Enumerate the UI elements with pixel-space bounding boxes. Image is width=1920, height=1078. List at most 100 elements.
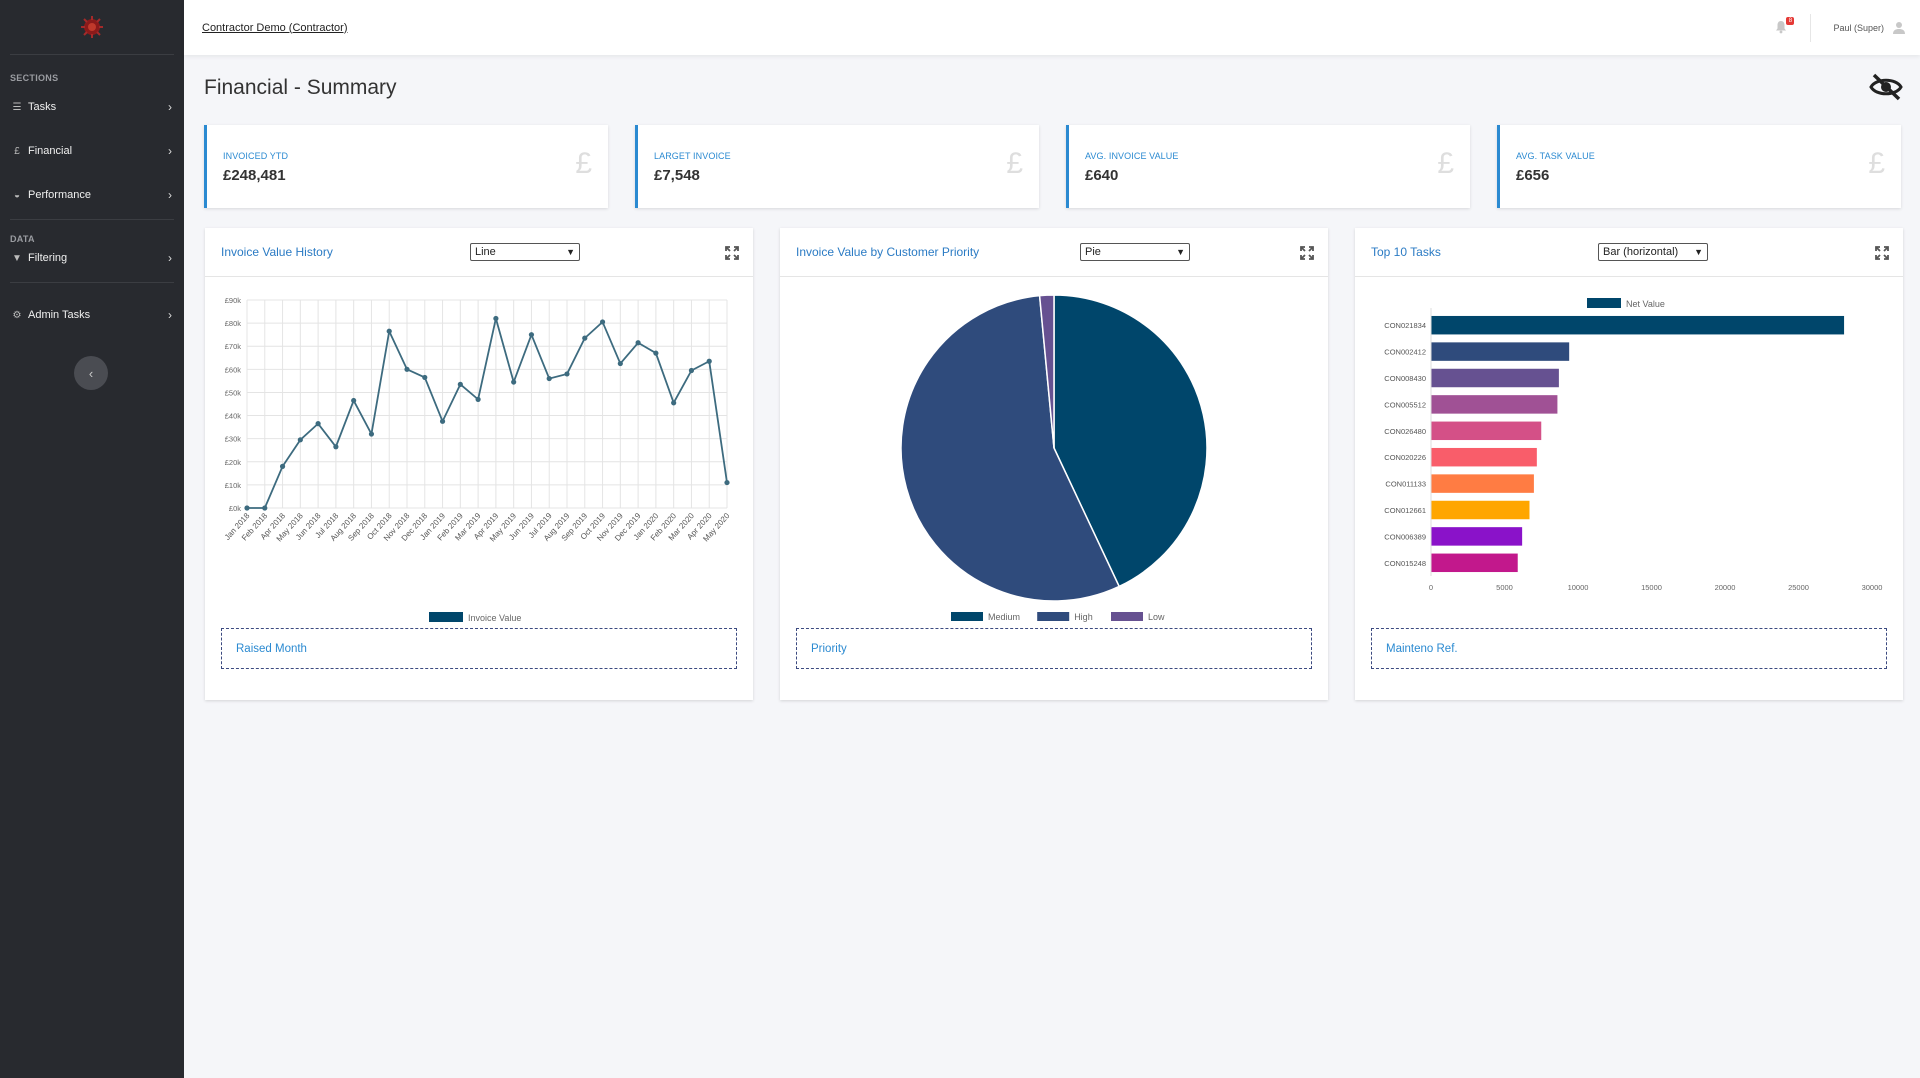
sidebar-item-financial[interactable]: £ Financial › bbox=[0, 129, 184, 173]
gear-icon: ⚙ bbox=[12, 309, 22, 321]
y-tick-label: CON011133 bbox=[1385, 480, 1426, 489]
bar-con012661 bbox=[1431, 500, 1530, 520]
y-tick-label: £50k bbox=[225, 388, 242, 397]
dashboard-icon: ◒ bbox=[13, 189, 21, 201]
sidebar-item-admin-tasks[interactable]: ⚙ Admin Tasks › bbox=[0, 293, 184, 337]
chevron-down-icon: ▼ bbox=[566, 247, 575, 257]
y-tick-label: £40k bbox=[225, 412, 242, 421]
group-by-drop-zone[interactable]: Mainteno Ref. bbox=[1371, 628, 1887, 669]
y-tick-label: £20k bbox=[225, 458, 242, 467]
pound-icon: £ bbox=[1437, 147, 1454, 180]
legend-label: Medium bbox=[988, 612, 1020, 622]
data-point bbox=[439, 418, 446, 424]
data-point bbox=[706, 358, 712, 364]
data-point bbox=[511, 379, 517, 385]
logo-icon bbox=[81, 16, 103, 38]
y-tick-label: CON006389 bbox=[1384, 532, 1426, 541]
chart-type-select[interactable]: Pie ▼ bbox=[1080, 243, 1190, 261]
chevron-down-icon: ▼ bbox=[1694, 247, 1703, 257]
pound-icon: £ bbox=[1868, 147, 1885, 180]
y-tick-label: CON021834 bbox=[1384, 321, 1426, 330]
sidebar-item-tasks[interactable]: ☰ Tasks › bbox=[0, 85, 184, 129]
card-invoice-value-by-priority: Invoice Value by Customer Priority Pie ▼… bbox=[780, 228, 1328, 700]
logo[interactable] bbox=[10, 0, 174, 55]
bar-con005512 bbox=[1431, 395, 1558, 414]
sidebar-item-filtering[interactable]: ▼ Filtering › bbox=[0, 236, 184, 280]
y-tick-label: £0k bbox=[229, 504, 241, 513]
data-point bbox=[493, 315, 499, 322]
y-tick-label: CON002412 bbox=[1384, 348, 1426, 357]
kpi-avg-invoice-value: AVG. INVOICE VALUE £640 £ bbox=[1066, 125, 1470, 208]
header-divider bbox=[1810, 13, 1812, 42]
chevron-left-icon: ‹ bbox=[88, 365, 94, 381]
x-tick-label: 20000 bbox=[1715, 583, 1736, 592]
eye-slash-icon[interactable] bbox=[1868, 72, 1904, 102]
card-invoice-value-history: Invoice Value History Line ▼ £0k £10k £20k… bbox=[205, 228, 753, 700]
user-name[interactable]: Paul (Super) bbox=[1833, 22, 1884, 33]
chart-type-select[interactable]: Line ▼ bbox=[470, 243, 580, 261]
legend-swatch-net-value bbox=[1587, 298, 1621, 308]
data-point bbox=[653, 350, 659, 356]
kpi-label: AVG. TASK VALUE bbox=[1516, 151, 1595, 161]
x-tick-label: 0 bbox=[1429, 583, 1433, 592]
organisation-link[interactable]: Contractor Demo (Contractor) bbox=[202, 21, 348, 34]
card-title: Invoice Value History bbox=[221, 245, 333, 259]
chevron-right-icon: › bbox=[168, 188, 172, 202]
chart-type-select[interactable]: Bar (horizontal) ▼ bbox=[1598, 243, 1708, 261]
user-icon[interactable] bbox=[1892, 21, 1906, 35]
kpi-label: INVOICED YTD bbox=[223, 151, 289, 161]
legend-label: Low bbox=[1148, 612, 1165, 622]
bar-con002412 bbox=[1431, 342, 1570, 361]
notifications-button[interactable]: 8 bbox=[1774, 16, 1795, 36]
data-point bbox=[528, 332, 535, 338]
x-tick-label: 30000 bbox=[1862, 583, 1883, 592]
data-point bbox=[404, 366, 410, 372]
x-tick-label: 15000 bbox=[1641, 583, 1662, 592]
chevron-right-icon: › bbox=[168, 144, 172, 158]
legend-swatch-high bbox=[1037, 612, 1070, 621]
y-tick-label: CON005512 bbox=[1384, 400, 1426, 409]
pound-icon: £ bbox=[14, 145, 20, 157]
pie-slice-low bbox=[1038, 294, 1055, 449]
y-tick-label: £10k bbox=[225, 481, 242, 490]
chevron-down-icon: ▼ bbox=[1176, 247, 1185, 257]
group-by-drop-zone[interactable]: Raised Month bbox=[221, 628, 737, 669]
bar-chart: CON021834 CON002412 CON008430 CON005512 CON0… bbox=[1384, 298, 1883, 592]
card-header: Invoice Value History Line ▼ bbox=[205, 228, 753, 277]
expand-icon[interactable] bbox=[1300, 246, 1314, 260]
data-point bbox=[546, 375, 552, 382]
expand-icon[interactable] bbox=[725, 246, 739, 260]
data-label: DATA bbox=[10, 234, 35, 244]
data-point bbox=[386, 328, 392, 334]
legend-label: Invoice Value bbox=[468, 613, 521, 623]
filter-icon: ▼ bbox=[12, 252, 22, 264]
expand-icon[interactable] bbox=[1875, 246, 1889, 260]
y-tick-label: CON012661 bbox=[1384, 506, 1426, 515]
data-point bbox=[422, 374, 428, 381]
line-chart: £0k£10k£20k£30k£40k£50k£60k£70k£80k£90kJ… bbox=[223, 296, 732, 623]
y-tick-label: £30k bbox=[225, 435, 242, 444]
kpi-value: £640 bbox=[1085, 167, 1119, 184]
top-bar: Contractor Demo (Contractor) 8 Paul (Sup… bbox=[184, 0, 1920, 55]
bar-con011133 bbox=[1431, 474, 1534, 493]
chart-type-value: Pie bbox=[1085, 246, 1101, 258]
pie-slice-high bbox=[900, 294, 1121, 602]
data-point bbox=[599, 319, 606, 325]
legend-swatch-invoice-value bbox=[429, 612, 463, 622]
y-tick-label: £70k bbox=[225, 342, 242, 351]
bar-con020226 bbox=[1431, 447, 1537, 467]
data-point bbox=[564, 371, 570, 377]
x-tick-label: 10000 bbox=[1568, 583, 1589, 592]
kpi-value: £248,481 bbox=[223, 167, 286, 184]
collapse-sidebar-button[interactable]: ‹ bbox=[74, 356, 108, 390]
kpi-avg-task-value: AVG. TASK VALUE £656 £ bbox=[1497, 125, 1901, 208]
group-by-drop-zone[interactable]: Priority bbox=[796, 628, 1312, 669]
x-tick-label: 5000 bbox=[1496, 583, 1513, 592]
y-tick-label: £60k bbox=[225, 365, 242, 374]
data-point bbox=[671, 400, 677, 406]
sidebar-item-performance[interactable]: ◒ Performance › bbox=[0, 173, 184, 217]
data-point bbox=[351, 397, 357, 404]
card-top-10-tasks: Top 10 Tasks Bar (horizontal) ▼ CON02183… bbox=[1355, 228, 1903, 700]
sections-label: SECTIONS bbox=[10, 73, 59, 83]
chart-type-value: Line bbox=[475, 246, 496, 258]
